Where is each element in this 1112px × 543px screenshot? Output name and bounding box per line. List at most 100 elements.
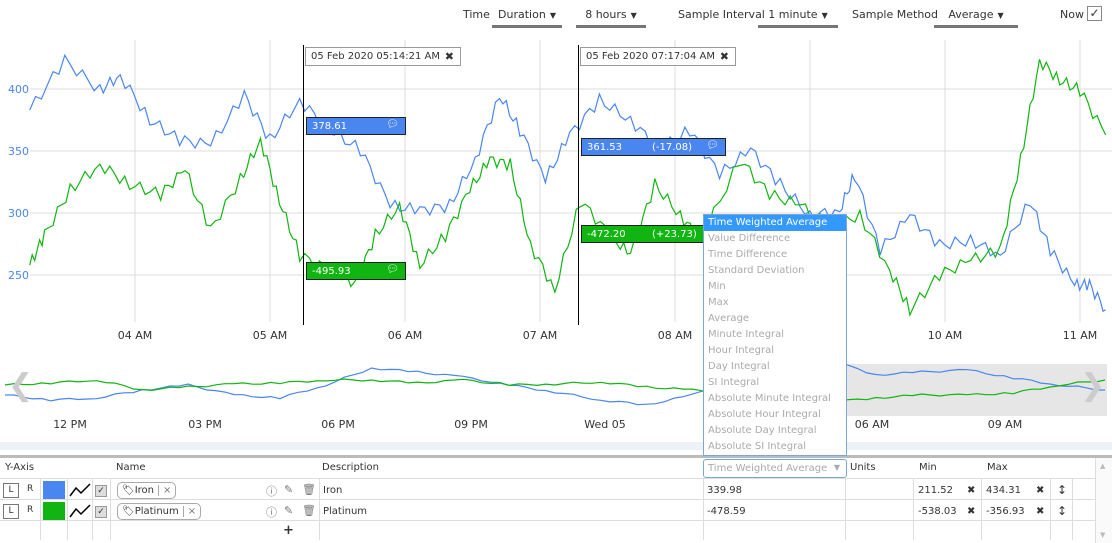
cursor-time: 05 Feb 2020 07:17:04 AM xyxy=(586,51,715,62)
dropdown-option[interactable]: Max xyxy=(708,297,729,308)
max-input[interactable]: -356.93 xyxy=(986,506,1025,517)
overview-line-iron xyxy=(5,359,1105,406)
color-swatch[interactable] xyxy=(43,502,65,520)
statistic-value: 339.98 xyxy=(707,485,742,496)
x-tick-label: 10 AM xyxy=(928,329,963,342)
overview-x-tick-label: 06 PM xyxy=(321,418,355,431)
platinum-value: -472.20 xyxy=(587,229,626,240)
trash-icon[interactable]: 🗑︎ xyxy=(302,504,316,517)
dropdown-option[interactable]: Hour Integral xyxy=(708,345,774,356)
max-input[interactable]: 434.31 xyxy=(986,485,1021,496)
time-mode-select[interactable]: Duration ▼ xyxy=(492,4,562,28)
close-icon[interactable]: ✖ xyxy=(719,50,729,63)
dropdown-option[interactable]: Standard Deviation xyxy=(708,265,805,276)
header-units: Units xyxy=(850,462,876,473)
dropdown-option[interactable]: Absolute SI Integral xyxy=(708,441,807,452)
table-scrollbar[interactable]: ▲ ▼ xyxy=(1095,458,1112,543)
overview-x-tick-label: 06 AM xyxy=(855,418,890,431)
tag-chip[interactable]: 🏷︎Iron × xyxy=(117,482,177,499)
chevron-left-icon[interactable]: ❮ xyxy=(8,368,34,403)
clear-max-icon[interactable]: ✖ xyxy=(1036,485,1045,496)
dropdown-option[interactable]: Average xyxy=(708,313,750,324)
y-tick-label: 400 xyxy=(8,83,29,96)
header-max: Max xyxy=(987,462,1008,473)
info-icon[interactable]: ⓘ xyxy=(266,485,277,498)
autoscale-icon[interactable]: ↕ xyxy=(1057,483,1068,497)
caret-down-icon: ▼ xyxy=(630,11,637,20)
right-axis-button[interactable]: R xyxy=(27,484,34,494)
comment-icon[interactable]: 💬︎ xyxy=(386,264,399,275)
x-tick-label: 05 AM xyxy=(253,329,288,342)
cursor-line-1[interactable] xyxy=(303,45,304,325)
visible-checkbox[interactable]: ✓ xyxy=(95,506,107,518)
tag-icon: 🏷︎ xyxy=(122,506,135,517)
overview-x-tick-label: Wed 05 xyxy=(584,418,625,431)
scroll-up-icon[interactable]: ▲ xyxy=(1100,462,1106,470)
left-axis-button[interactable]: L xyxy=(3,504,19,519)
duration-select[interactable]: 8 hours ▼ xyxy=(576,4,646,28)
comment-icon[interactable]: 💬︎ xyxy=(706,140,719,151)
sample-method-select[interactable]: Average ▼ xyxy=(934,4,1018,28)
statistic-dropdown-list[interactable]: Time Weighted Average Value Difference Tim… xyxy=(703,214,847,456)
iron-diff: (-17.08) xyxy=(652,142,693,153)
remove-icon[interactable]: × xyxy=(182,506,197,517)
cursor-line-2[interactable] xyxy=(578,45,579,325)
series-table: Y-Axis Name Description Time Weighted Av… xyxy=(0,455,1112,543)
statistic-select[interactable]: Time Weighted Average ▼ xyxy=(703,459,847,478)
clear-max-icon[interactable]: ✖ xyxy=(1036,506,1045,517)
remove-icon[interactable]: × xyxy=(158,485,172,496)
caret-down-icon: ▼ xyxy=(997,11,1004,20)
add-series-button[interactable]: + xyxy=(283,523,294,538)
x-tick-label: 08 AM xyxy=(658,329,693,342)
tag-chip[interactable]: 🏷︎Platinum × xyxy=(117,503,202,520)
trend-chart[interactable]: 400 350 300 250 04 AM 05 AM 06 AM 07 AM 08 AM 09 … xyxy=(0,0,1112,450)
y-tick-label: 350 xyxy=(8,145,29,158)
color-swatch[interactable] xyxy=(43,481,65,499)
autoscale-icon[interactable]: ↕ xyxy=(1057,504,1068,518)
dropdown-option[interactable]: Min xyxy=(708,281,726,292)
dropdown-option[interactable]: SI Integral xyxy=(708,377,760,388)
dropdown-option[interactable]: Minute Integral xyxy=(708,329,785,340)
trash-icon[interactable]: 🗑︎ xyxy=(302,483,316,496)
x-tick-label: 07 AM xyxy=(523,329,558,342)
dropdown-option[interactable]: Absolute Day Integral xyxy=(708,425,817,436)
sample-interval-select[interactable]: 1 minute ▼ xyxy=(758,4,838,28)
x-tick-label: 06 AM xyxy=(388,329,423,342)
min-input[interactable]: -538.03 xyxy=(918,506,957,517)
edit-pencil-icon[interactable]: ✎ xyxy=(284,483,294,496)
visible-checkbox[interactable]: ✓ xyxy=(95,485,107,497)
series-line-iron xyxy=(29,53,1106,313)
edit-pencil-icon[interactable]: ✎ xyxy=(284,504,294,517)
left-axis-button[interactable]: L xyxy=(3,483,19,498)
comment-icon[interactable]: 💬︎ xyxy=(386,119,399,130)
chevron-right-icon[interactable]: ❯ xyxy=(1080,368,1106,403)
now-checkbox[interactable]: ✓ xyxy=(1087,6,1102,21)
iron-value: 361.53 xyxy=(587,142,622,153)
line-style-icon[interactable] xyxy=(69,503,91,519)
caret-down-icon: ▼ xyxy=(833,463,840,472)
header-description[interactable]: Description xyxy=(322,462,379,473)
x-tick-label: 04 AM xyxy=(118,329,153,342)
series-line-platinum xyxy=(29,59,1107,317)
overview-selection-window[interactable] xyxy=(845,364,1107,416)
statistic-value: -478.59 xyxy=(707,506,746,517)
dropdown-option[interactable]: Absolute Minute Integral xyxy=(708,393,831,404)
min-input[interactable]: 211.52 xyxy=(918,485,953,496)
info-icon[interactable]: ⓘ xyxy=(266,506,277,519)
dropdown-option[interactable]: Day Integral xyxy=(708,361,770,372)
clear-min-icon[interactable]: ✖ xyxy=(967,506,976,517)
header-name[interactable]: Name xyxy=(116,462,146,473)
dropdown-option[interactable]: Time Weighted Average xyxy=(704,215,846,231)
right-axis-button[interactable]: R xyxy=(27,505,34,515)
close-icon[interactable]: ✖ xyxy=(444,50,454,63)
dropdown-option[interactable]: Value Difference xyxy=(708,233,791,244)
dropdown-option[interactable]: Absolute Hour Integral xyxy=(708,409,821,420)
line-style-icon[interactable] xyxy=(69,482,91,498)
y-tick-label: 250 xyxy=(8,269,29,282)
scroll-down-icon[interactable]: ▼ xyxy=(1100,531,1106,539)
description-cell: Platinum xyxy=(323,506,368,517)
duration-value: 8 hours xyxy=(585,8,627,21)
splitter[interactable] xyxy=(0,442,1112,450)
clear-min-icon[interactable]: ✖ xyxy=(967,485,976,496)
dropdown-option[interactable]: Time Difference xyxy=(708,249,788,260)
